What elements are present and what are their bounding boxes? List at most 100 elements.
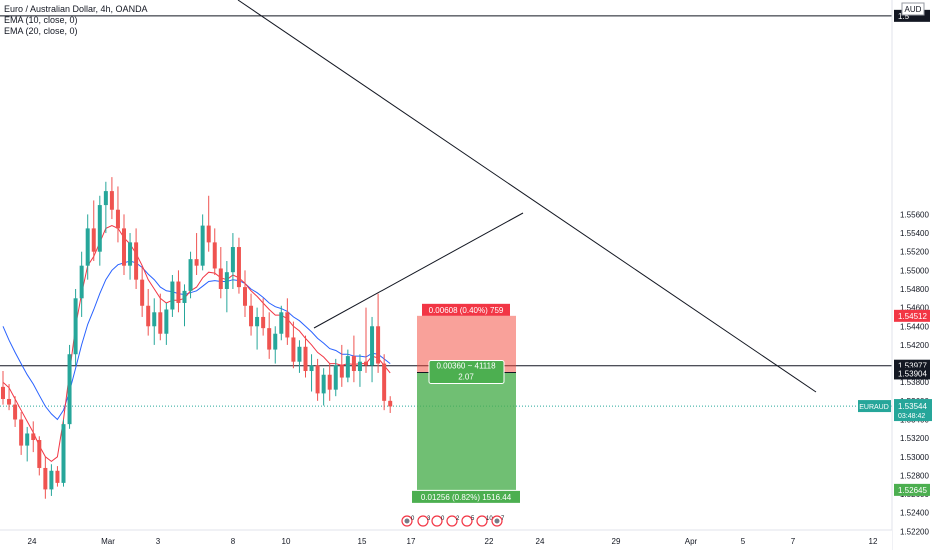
candle-body [7,398,12,405]
candle [309,354,314,392]
candle-body [170,281,175,310]
entry-price-box [894,367,930,380]
price-tick-label: 1.54800 [900,285,929,294]
trendlines[interactable] [237,0,817,393]
event-count: 3 [427,516,431,522]
candle-body [103,191,108,206]
candle-body [357,361,362,372]
time-tick-label: 10 [282,537,291,546]
candle [339,344,344,387]
time-tick-label: Apr [685,537,698,546]
long-position-tool[interactable] [417,315,516,490]
event-count: 2 [456,516,460,522]
candle-body [200,225,205,266]
symbol-tag-box [858,400,891,413]
ema20-legend[interactable]: EMA (20, close, 0) [4,26,78,36]
candle [19,412,24,455]
price-tick-label: 1.55600 [900,210,929,219]
candle-body [327,374,332,390]
candle-body [79,265,84,299]
ema10-path [2,225,391,463]
event-flag-icon [404,518,410,524]
candle-body [333,365,338,390]
legend: Euro / Australian Dollar, 4h, OANDA EMA … [4,4,148,37]
candle-body [309,365,314,372]
candle [370,316,375,383]
time-tick-label: 7 [791,537,796,546]
candle-body [267,328,272,350]
symbol-title[interactable]: Euro / Australian Dollar, 4h, OANDA [4,4,148,14]
candle [206,195,211,252]
candle-body [212,242,217,269]
candle [134,228,139,289]
candle-body [128,242,133,266]
target-label: 0.01256 (0.82%) 1516.44 [421,493,512,502]
candle-body [388,400,393,407]
entry-price: 1.53904 [898,369,927,378]
candle [115,186,120,243]
candle [188,251,193,299]
candle [261,298,266,336]
price-tick-label: 1.52400 [900,509,929,518]
time-tick-label: 8 [231,537,236,546]
candle-body [315,365,320,394]
candle-body [55,470,60,483]
event-markers[interactable]: 0 3 0 2 5 10 7 [401,515,505,527]
take-profit-zone [417,372,516,490]
candle-body [152,312,157,327]
event-count: 7 [501,516,505,522]
candle [152,298,157,345]
candle-body [43,467,48,490]
candle-body [303,346,308,372]
candle [382,354,387,411]
candle [91,200,96,262]
candle-body [345,356,350,378]
candle [279,305,284,341]
candle [43,456,48,499]
candle-body [158,312,163,334]
time-tick-label: 29 [612,537,621,546]
candle [364,307,368,373]
candle-body [49,470,54,490]
candle [327,363,332,401]
candle-body [19,419,24,446]
candle [321,368,326,406]
candle-body [164,309,169,334]
event-count: 0 [411,516,415,522]
candle [345,349,350,383]
target-price: 1.52645 [898,486,927,495]
time-tick-label: 12 [869,537,878,546]
candle-body [297,346,302,362]
ema10-legend[interactable]: EMA (10, close, 0) [4,15,78,25]
event-count: 0 [441,516,445,522]
candle-body [249,305,254,327]
event-marker [446,515,458,527]
candle [224,261,229,313]
time-axis [0,530,892,550]
candle [79,251,84,317]
price-tick-label: 1.52200 [900,527,929,536]
candle [170,275,175,317]
price-tick-label: 1.52800 [900,471,929,480]
event-marker [476,515,488,527]
candle-body [140,279,145,306]
event-marker [417,515,429,527]
price-tick-label: 1.53800 [900,378,929,387]
candle [128,233,133,280]
candle [176,270,181,313]
candle [85,214,90,280]
time-tick-label: 5 [741,537,746,546]
candle [164,302,169,345]
candle-body [194,259,199,266]
candle [297,340,302,373]
candle-body [291,337,296,362]
candle-body [376,326,381,364]
candle [243,270,247,317]
candle [31,421,36,453]
price-tick-label: 1.55400 [900,229,929,238]
candle-body [224,272,229,289]
candle [218,247,223,299]
candle-body [243,287,247,306]
candle-body [351,356,356,372]
